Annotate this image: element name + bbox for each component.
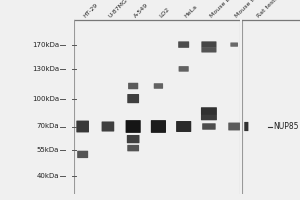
Text: U-87MG: U-87MG (108, 0, 129, 19)
FancyBboxPatch shape (201, 41, 217, 48)
FancyBboxPatch shape (230, 42, 238, 47)
FancyBboxPatch shape (151, 120, 166, 133)
Text: 130kDa: 130kDa (32, 66, 59, 72)
FancyBboxPatch shape (201, 47, 217, 53)
FancyBboxPatch shape (127, 135, 140, 143)
FancyBboxPatch shape (126, 120, 141, 133)
FancyBboxPatch shape (202, 123, 216, 130)
FancyBboxPatch shape (244, 122, 248, 131)
Text: 70kDa: 70kDa (36, 123, 59, 130)
Text: HT-29: HT-29 (83, 2, 99, 19)
FancyBboxPatch shape (176, 121, 191, 132)
Text: 55kDa: 55kDa (37, 147, 59, 153)
Text: HeLa: HeLa (184, 4, 199, 19)
Text: 170kDa: 170kDa (32, 42, 59, 48)
Text: Rat testis: Rat testis (256, 0, 280, 19)
Text: LO2: LO2 (158, 6, 171, 19)
Text: NUP85: NUP85 (273, 122, 298, 131)
FancyBboxPatch shape (102, 121, 114, 132)
Text: Mouse testis: Mouse testis (234, 0, 266, 19)
FancyBboxPatch shape (154, 83, 163, 89)
FancyBboxPatch shape (127, 145, 139, 151)
Text: A-549: A-549 (133, 2, 150, 19)
FancyBboxPatch shape (201, 115, 217, 120)
FancyBboxPatch shape (128, 83, 138, 89)
FancyBboxPatch shape (127, 94, 139, 103)
FancyBboxPatch shape (76, 121, 89, 132)
Text: Mouse brain: Mouse brain (209, 0, 240, 19)
Text: 100kDa: 100kDa (32, 96, 59, 102)
FancyBboxPatch shape (178, 41, 189, 48)
FancyBboxPatch shape (201, 107, 217, 115)
FancyBboxPatch shape (77, 151, 88, 158)
FancyBboxPatch shape (178, 66, 189, 72)
FancyBboxPatch shape (228, 123, 240, 130)
Text: 40kDa: 40kDa (37, 173, 59, 179)
